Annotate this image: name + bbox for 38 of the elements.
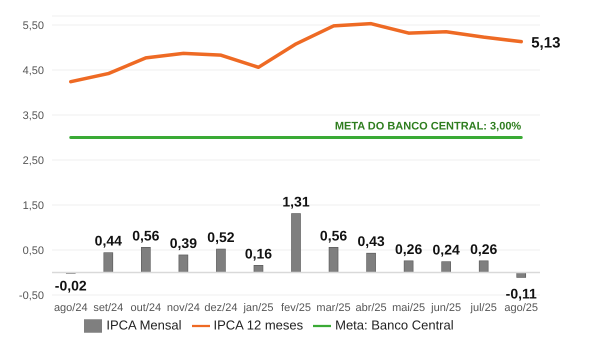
annotation: META DO BANCO CENTRAL: 3,00%: [334, 120, 522, 132]
x-tick-label: mar/25: [316, 302, 351, 314]
x-tick-label: fev/25: [281, 302, 311, 314]
y-tick-label: 4,50: [22, 64, 44, 77]
x-tick-label: out/24: [130, 302, 162, 314]
y-tick-label: 0,50: [22, 244, 44, 257]
y-tick-label: 2,50: [22, 154, 44, 167]
y-tick-label: 5,50: [22, 20, 44, 32]
y-tick-label: -0,50: [18, 290, 44, 302]
data-label: 0,43: [357, 233, 385, 250]
x-tick-label: jan/25: [242, 302, 274, 314]
data-label: 0,56: [320, 227, 348, 244]
data-label: 5,13: [531, 34, 560, 52]
x-tick-label: ago/24: [54, 302, 88, 314]
data-label: 0,26: [394, 240, 422, 257]
legend-label: Meta: Banco Central: [335, 317, 454, 332]
y-tick-label: 1,50: [22, 200, 44, 212]
data-label: 0,39: [170, 234, 198, 251]
data-label: 0,56: [132, 227, 160, 244]
data-label: 0,16: [244, 245, 272, 262]
x-tick-label: ago/25: [504, 302, 538, 314]
data-label: -0,02: [54, 277, 87, 294]
legend-label: IPCA Mensal: [106, 317, 182, 332]
x-tick-label: mai/25: [392, 302, 426, 314]
data-label: 0,44: [94, 232, 122, 249]
data-label: 0,24: [432, 242, 460, 258]
x-tick-label: nov/24: [166, 302, 200, 314]
x-tick-label: abr/25: [355, 302, 387, 314]
data-label: 0,52: [207, 229, 235, 246]
x-tick-label: dez/24: [204, 302, 238, 314]
data-label: 0,26: [470, 240, 498, 257]
x-tick-label: jul/25: [470, 302, 497, 314]
y-tick-label: 3,50: [22, 110, 44, 122]
data-label: -0,11: [506, 285, 538, 302]
data-label: 1,31: [282, 194, 310, 210]
x-tick-label: jun/25: [430, 302, 462, 314]
x-tick-label: set/24: [93, 302, 124, 314]
legend-label: IPCA 12 meses: [214, 317, 304, 332]
